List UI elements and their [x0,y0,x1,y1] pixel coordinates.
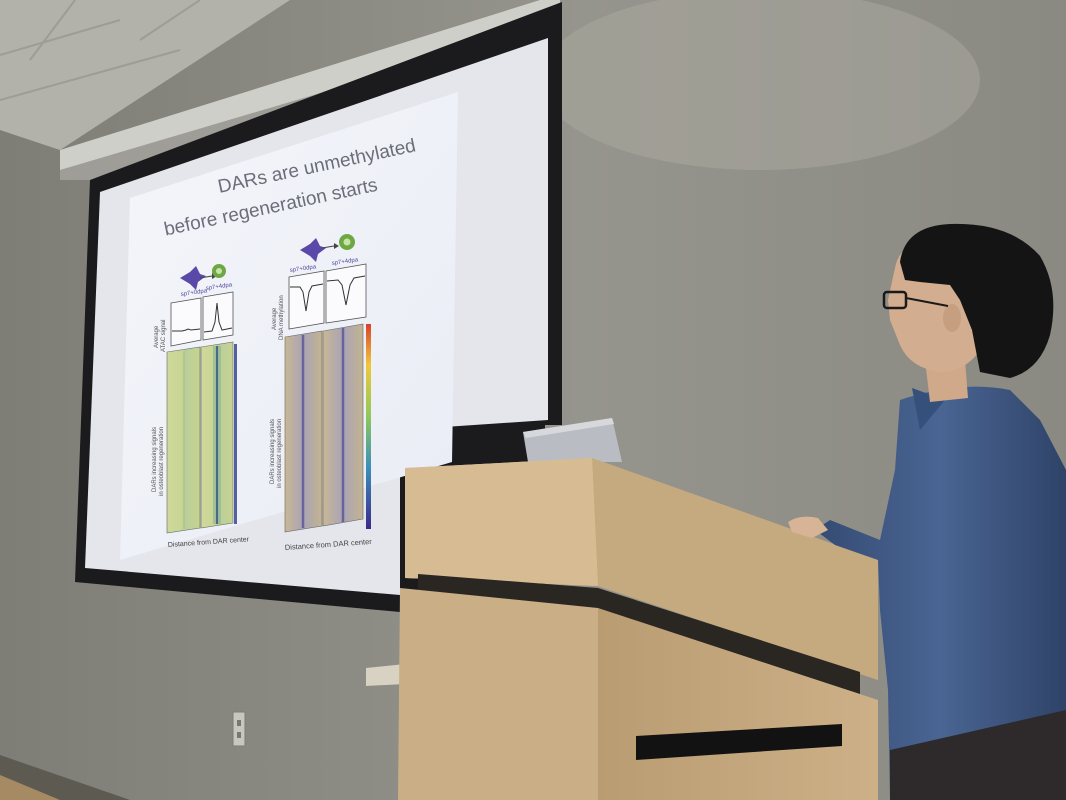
glasses [882,290,908,310]
right-colorbar [366,324,371,529]
wall-outlet [232,711,246,747]
left-stage-before: sp7+0dpa [180,288,208,298]
right-heatmap-ylabel-line2: in osteoblast regeneration [277,419,283,488]
fish-icon [300,238,326,262]
right-profile-ylabel-line2: DNA methylation [279,295,285,340]
left-profile-ylabel-line1: Average [154,325,160,348]
fish-icon [180,266,206,290]
ceiling-tile-seam [0,19,121,56]
right-panel: sp7+0dpa sp7+4dpa Average DNA methylatio… [270,234,373,552]
left-colorbar [234,344,237,524]
arrow-head-icon [334,243,339,249]
wall-glare [540,0,980,170]
right-profile-plot-before [288,270,325,330]
right-heatmap-ylabel-line1: DARs increasing signals [270,419,276,484]
right-profile-line-after [326,275,366,306]
ear [943,304,961,332]
podium-dark-band [418,574,860,694]
arrow-icon [199,275,213,279]
outlet-slot [237,720,241,726]
right-stage-before: sp7+0dpa [289,264,317,274]
left-heatmap-ylabel-line2: in osteoblast regeneration [159,427,165,496]
right-profile-plot-after [325,263,367,324]
floor [0,775,60,800]
right-profile-line-before [290,283,324,312]
ceiling-tile-seam [139,0,201,41]
left-heatmap-ylabel-line1: DARs increasing signals [152,427,158,492]
arrow-icon [321,245,335,249]
hair [900,223,1054,378]
left-stage-after: sp7+4dpa [205,282,233,292]
left-profile-plot-before [170,297,202,347]
pants [890,710,1066,800]
outlet-slot [237,732,241,738]
left-profile-line-before [172,328,201,332]
shirt [815,386,1066,800]
right-stage-after: sp7+4dpa [331,257,359,267]
podium-slot [636,724,842,760]
podium [398,458,878,800]
hand [788,516,828,538]
ceiling-tile-seam [29,0,76,61]
ceiling [0,0,290,150]
presenter [788,223,1066,800]
left-profile-line-after [203,302,233,333]
left-profile-ylabel-line2: ATAC signal [161,320,167,352]
ceiling-tile-seam [0,49,181,101]
right-profile-ylabel-line1: Average [272,307,278,330]
side-shelf [366,664,405,686]
